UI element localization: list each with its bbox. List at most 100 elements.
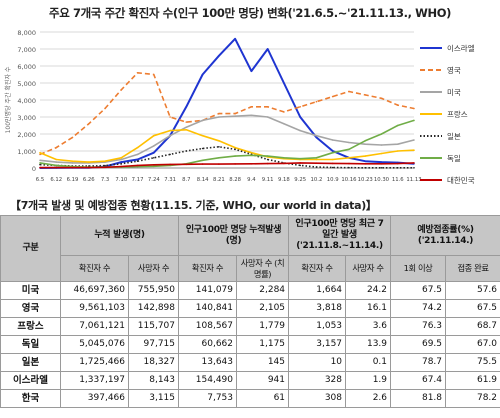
data-point [88, 123, 90, 125]
data-point [136, 153, 139, 156]
data-point [315, 158, 318, 161]
data-point [348, 148, 350, 151]
series-line-4 [39, 146, 414, 169]
data-point [234, 38, 236, 40]
data-point [315, 162, 318, 164]
table-cell: 1.9 [345, 371, 392, 390]
data-point [380, 167, 383, 169]
data-point [396, 143, 399, 145]
table-cell: 76.3 [390, 317, 447, 336]
data-point [331, 166, 334, 169]
data-point [185, 126, 188, 128]
data-point [331, 139, 334, 141]
data-point [413, 167, 415, 169]
table-row: 일본 1,725,466 18,327 13,643 145 10 0.1 78.7 75.5 [0, 353, 500, 372]
data-point [299, 164, 302, 167]
row-country: 독일 [0, 335, 61, 354]
table-cell: 75.5 [445, 353, 500, 372]
table-cell: 81.8 [390, 389, 447, 408]
data-point [218, 112, 220, 115]
data-point [153, 145, 155, 147]
data-point [185, 129, 188, 131]
data-point [396, 167, 399, 169]
table-cell: 67.5 [445, 299, 500, 318]
table-cell: 67.0 [445, 335, 500, 354]
data-point [299, 129, 302, 132]
table-body: 미국 46,697,360 755,950 141,079 2,284 1,664 24.2… [0, 281, 500, 408]
data-point [250, 163, 253, 165]
data-point [283, 162, 285, 165]
data-point [250, 154, 253, 157]
table-cell: 60,662 [178, 335, 237, 354]
y-tick-label: 6,000 [17, 63, 36, 71]
data-point [169, 163, 171, 166]
table-cell: 97,715 [128, 335, 179, 354]
x-tick-label: 10.30 [374, 177, 390, 183]
table-cell: 10 [288, 353, 347, 372]
data-point [413, 107, 415, 110]
data-point [331, 95, 334, 98]
subheader-cum-cases: 확진자 수 [60, 255, 129, 282]
data-point [380, 152, 383, 155]
data-point [331, 151, 334, 154]
x-tick-label: 8.28 [229, 177, 241, 183]
data-point [380, 163, 383, 165]
data-point [136, 158, 139, 161]
table-cell: 3,115 [128, 389, 179, 408]
table-cell: 18,327 [128, 353, 179, 372]
data-point [218, 116, 220, 118]
data-point [283, 111, 285, 113]
data-point [266, 106, 269, 108]
data-point [136, 160, 139, 162]
data-point [266, 158, 269, 161]
data-point [169, 153, 171, 156]
data-point [299, 162, 302, 164]
x-tick-label: 6.12 [50, 177, 62, 183]
data-point [413, 149, 415, 151]
table-cell: 1,725,466 [60, 353, 129, 372]
table-cell: 1,337,197 [60, 371, 129, 390]
data-point [55, 164, 58, 167]
x-tick-label: 10.23 [358, 177, 373, 183]
table-cell: 78.2 [445, 389, 500, 408]
data-point [396, 104, 399, 106]
row-country: 일본 [0, 353, 61, 372]
data-point [39, 162, 41, 164]
table-cell: 2,284 [235, 281, 290, 300]
data-point [55, 166, 58, 169]
y-tick-label: 4,000 [17, 97, 36, 105]
x-tick-label: 8.21 [213, 177, 225, 183]
table-cell: 9,561,103 [60, 299, 129, 318]
data-point [39, 153, 41, 156]
data-point [120, 157, 123, 159]
data-point [380, 161, 383, 163]
data-point [234, 146, 236, 149]
table-cell: 7,061,121 [60, 317, 129, 336]
table-cell: 8,143 [128, 371, 179, 390]
data-point [120, 165, 123, 168]
data-point [55, 161, 58, 163]
data-point [218, 163, 220, 165]
data-point [218, 140, 220, 142]
table-cell: 5,045,076 [60, 335, 129, 354]
data-point [364, 94, 367, 96]
table-row: 이스라엘 1,337,197 8,143 154,490 941 328 1.9 67.4 61… [0, 371, 500, 390]
data-point [364, 163, 367, 165]
table-cell: 140,841 [178, 299, 237, 318]
data-point [169, 129, 171, 132]
data-point [315, 134, 318, 137]
x-tick-label: 7.3 [101, 177, 109, 183]
data-point [234, 163, 236, 165]
x-tick-label: 8.7 [182, 177, 190, 183]
y-tick-label: 3,000 [17, 114, 36, 122]
x-tick-label: 10.16 [341, 177, 357, 183]
data-point [136, 72, 139, 74]
data-point [413, 162, 415, 164]
series-line-2 [39, 114, 415, 164]
y-tick-label: 8,000 [17, 29, 36, 37]
data-point [396, 150, 399, 152]
data-point [136, 164, 139, 167]
table-section-title: 【7개국 발생 및 예방접종 현황(11.15. 기준, WHO, our wo… [10, 199, 377, 212]
data-point [396, 162, 399, 165]
table-row: 프랑스 7,061,121 115,707 108,567 1,779 1,053 3.6 7… [0, 317, 500, 336]
